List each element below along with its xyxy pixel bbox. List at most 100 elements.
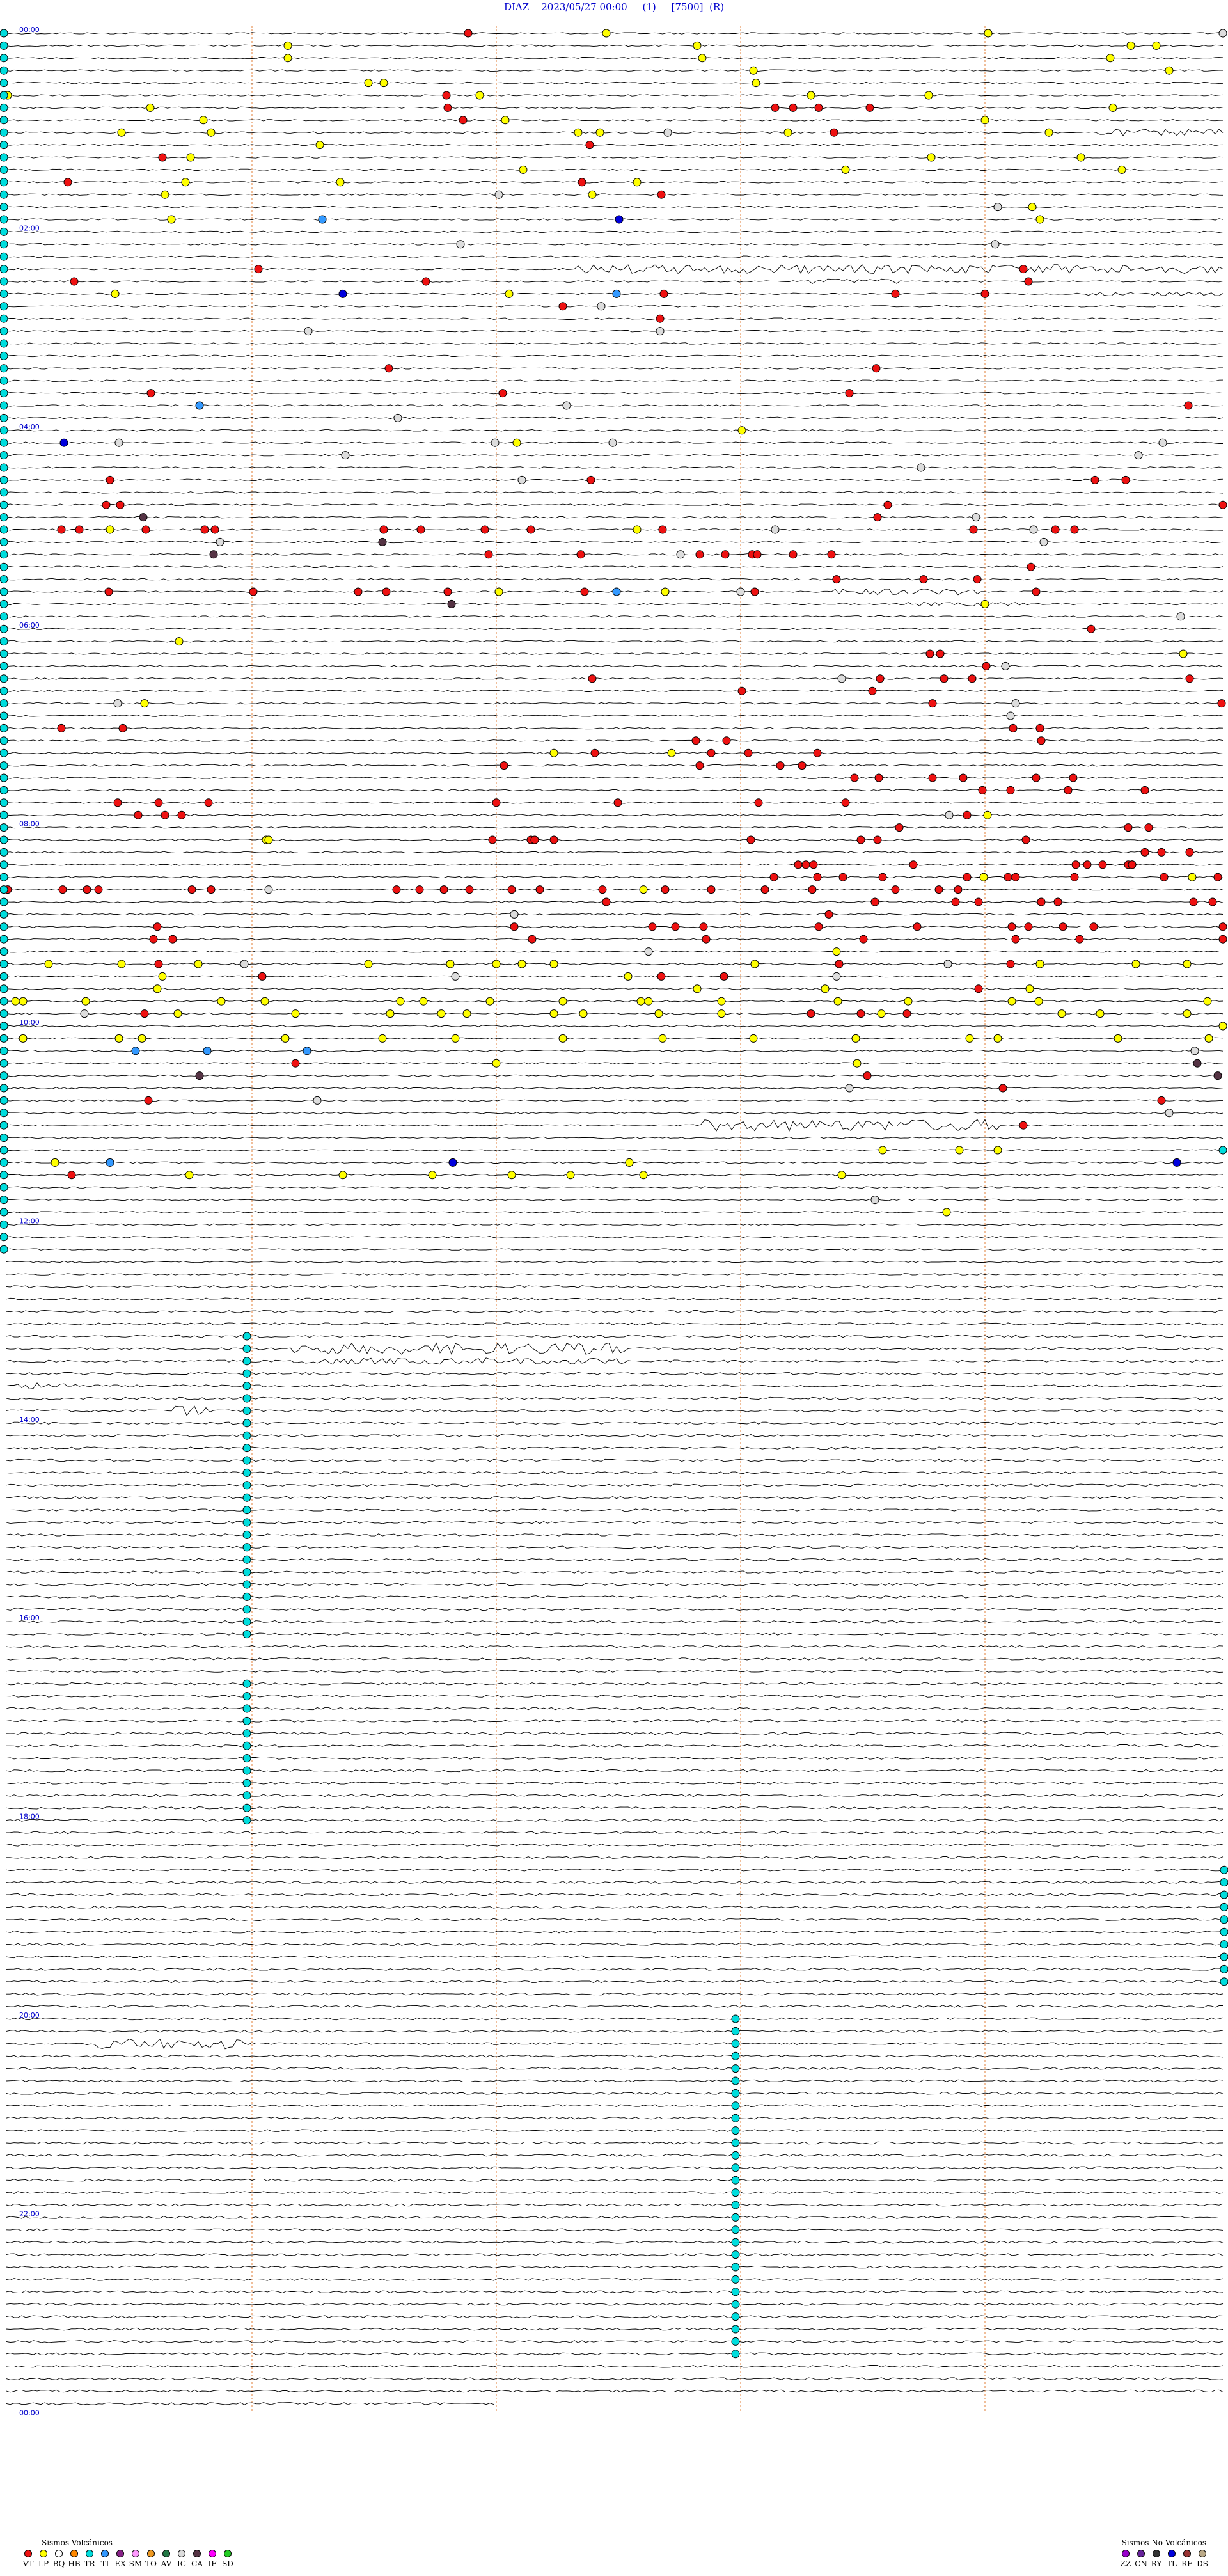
tremor-marker[interactable]	[0, 252, 8, 261]
event-marker-lp[interactable]	[264, 835, 273, 844]
tremor-marker[interactable]	[0, 103, 8, 112]
tremor-marker[interactable]	[0, 723, 8, 732]
event-marker-vt[interactable]	[75, 525, 84, 534]
event-marker-vt[interactable]	[421, 277, 430, 286]
event-marker-vt[interactable]	[161, 810, 169, 819]
tremor-marker[interactable]	[0, 1233, 8, 1242]
event-marker-ic[interactable]	[1158, 438, 1167, 447]
tremor-marker[interactable]	[731, 2039, 740, 2048]
tremor-marker[interactable]	[242, 1605, 251, 1614]
tremor-marker[interactable]	[731, 2126, 740, 2135]
event-marker-lp[interactable]	[1108, 103, 1117, 112]
tremor-marker[interactable]	[242, 1506, 251, 1515]
event-marker-lp[interactable]	[737, 426, 746, 435]
event-marker-vt[interactable]	[691, 736, 700, 745]
tremor-marker[interactable]	[731, 2051, 740, 2060]
event-marker-lp[interactable]	[1218, 1022, 1227, 1031]
event-marker-vt[interactable]	[1019, 265, 1028, 274]
event-marker-ti[interactable]	[203, 1047, 212, 1055]
tremor-marker[interactable]	[242, 1493, 251, 1502]
event-marker-vt[interactable]	[1009, 723, 1018, 732]
event-marker-lp[interactable]	[106, 525, 114, 534]
event-marker-vt[interactable]	[753, 550, 762, 559]
event-marker-lp[interactable]	[1044, 128, 1053, 137]
event-marker-lp[interactable]	[437, 1009, 446, 1018]
event-marker-vt[interactable]	[144, 1096, 153, 1105]
event-marker-tl[interactable]	[615, 215, 624, 224]
event-marker-vt[interactable]	[1140, 786, 1149, 794]
event-marker-vt[interactable]	[699, 922, 708, 931]
event-marker-lp[interactable]	[260, 997, 269, 1006]
event-marker-lp[interactable]	[558, 1034, 567, 1043]
tremor-marker[interactable]	[0, 624, 8, 633]
tremor-marker[interactable]	[0, 748, 8, 757]
event-marker-vt[interactable]	[415, 885, 424, 894]
event-marker-vt[interactable]	[968, 674, 977, 683]
tremor-marker[interactable]	[0, 1071, 8, 1080]
event-marker-vt[interactable]	[859, 935, 868, 944]
event-marker-ic[interactable]	[845, 1084, 854, 1093]
event-marker-lp[interactable]	[979, 873, 988, 881]
event-marker-vt[interactable]	[895, 823, 904, 832]
tremor-marker[interactable]	[0, 848, 8, 857]
tremor-marker[interactable]	[0, 463, 8, 472]
event-marker-lp[interactable]	[507, 1171, 516, 1180]
tremor-marker[interactable]	[0, 699, 8, 708]
tremor-marker[interactable]	[0, 1084, 8, 1093]
tremor-marker[interactable]	[0, 116, 8, 125]
tremor-marker[interactable]	[0, 289, 8, 298]
event-marker-vt[interactable]	[1218, 922, 1227, 931]
event-marker-lp[interactable]	[654, 1009, 663, 1018]
tremor-marker[interactable]	[242, 1592, 251, 1601]
event-marker-ic[interactable]	[517, 475, 526, 484]
event-marker-lp[interactable]	[462, 1009, 471, 1018]
event-marker-lp[interactable]	[980, 599, 989, 608]
event-marker-ic[interactable]	[870, 1196, 879, 1205]
event-marker-lp[interactable]	[549, 960, 558, 968]
event-marker-tl[interactable]	[59, 438, 68, 447]
event-marker-vt[interactable]	[659, 289, 668, 298]
tremor-marker[interactable]	[242, 1692, 251, 1701]
event-marker-vt[interactable]	[58, 885, 67, 894]
event-marker-ic[interactable]	[80, 1009, 89, 1018]
event-marker-vt[interactable]	[1070, 873, 1079, 881]
event-marker-vt[interactable]	[982, 661, 991, 670]
event-marker-vt[interactable]	[1053, 897, 1062, 906]
tremor-marker[interactable]	[731, 2064, 740, 2073]
event-marker-vt[interactable]	[737, 686, 746, 695]
event-marker-vt[interactable]	[1121, 475, 1130, 484]
tremor-marker[interactable]	[0, 1245, 8, 1254]
event-marker-vt[interactable]	[1185, 848, 1194, 857]
tremor-marker[interactable]	[242, 1729, 251, 1738]
tremor-marker[interactable]	[731, 2238, 740, 2247]
event-marker-lp[interactable]	[485, 997, 494, 1006]
event-marker-lp[interactable]	[446, 960, 455, 968]
event-marker-lp[interactable]	[364, 79, 373, 88]
event-marker-ic[interactable]	[494, 190, 503, 199]
event-marker-lp[interactable]	[138, 1034, 146, 1043]
tremor-marker[interactable]	[1220, 1890, 1228, 1899]
event-marker-vt[interactable]	[1157, 848, 1166, 857]
tremor-marker[interactable]	[0, 41, 8, 50]
event-marker-lp[interactable]	[1106, 54, 1115, 63]
tremor-marker[interactable]	[242, 1580, 251, 1589]
event-marker-vt[interactable]	[891, 289, 900, 298]
event-marker-lp[interactable]	[396, 997, 405, 1006]
event-marker-lp[interactable]	[1076, 153, 1085, 162]
event-marker-vt[interactable]	[590, 748, 599, 757]
tremor-marker[interactable]	[0, 302, 8, 311]
tremor-marker[interactable]	[0, 960, 8, 968]
event-marker-lp[interactable]	[833, 997, 842, 1006]
event-marker-lp[interactable]	[853, 1059, 862, 1068]
event-marker-lp[interactable]	[658, 1034, 667, 1043]
event-marker-lp[interactable]	[752, 79, 760, 88]
tremor-marker[interactable]	[731, 2176, 740, 2185]
event-marker-vt[interactable]	[813, 873, 822, 881]
event-marker-lp[interactable]	[698, 54, 707, 63]
event-marker-lp[interactable]	[1179, 649, 1188, 658]
event-marker-vt[interactable]	[94, 885, 103, 894]
event-marker-vt[interactable]	[671, 922, 680, 931]
event-marker-vt[interactable]	[57, 525, 66, 534]
event-marker-lp[interactable]	[1165, 66, 1174, 75]
event-marker-vt[interactable]	[258, 972, 267, 981]
